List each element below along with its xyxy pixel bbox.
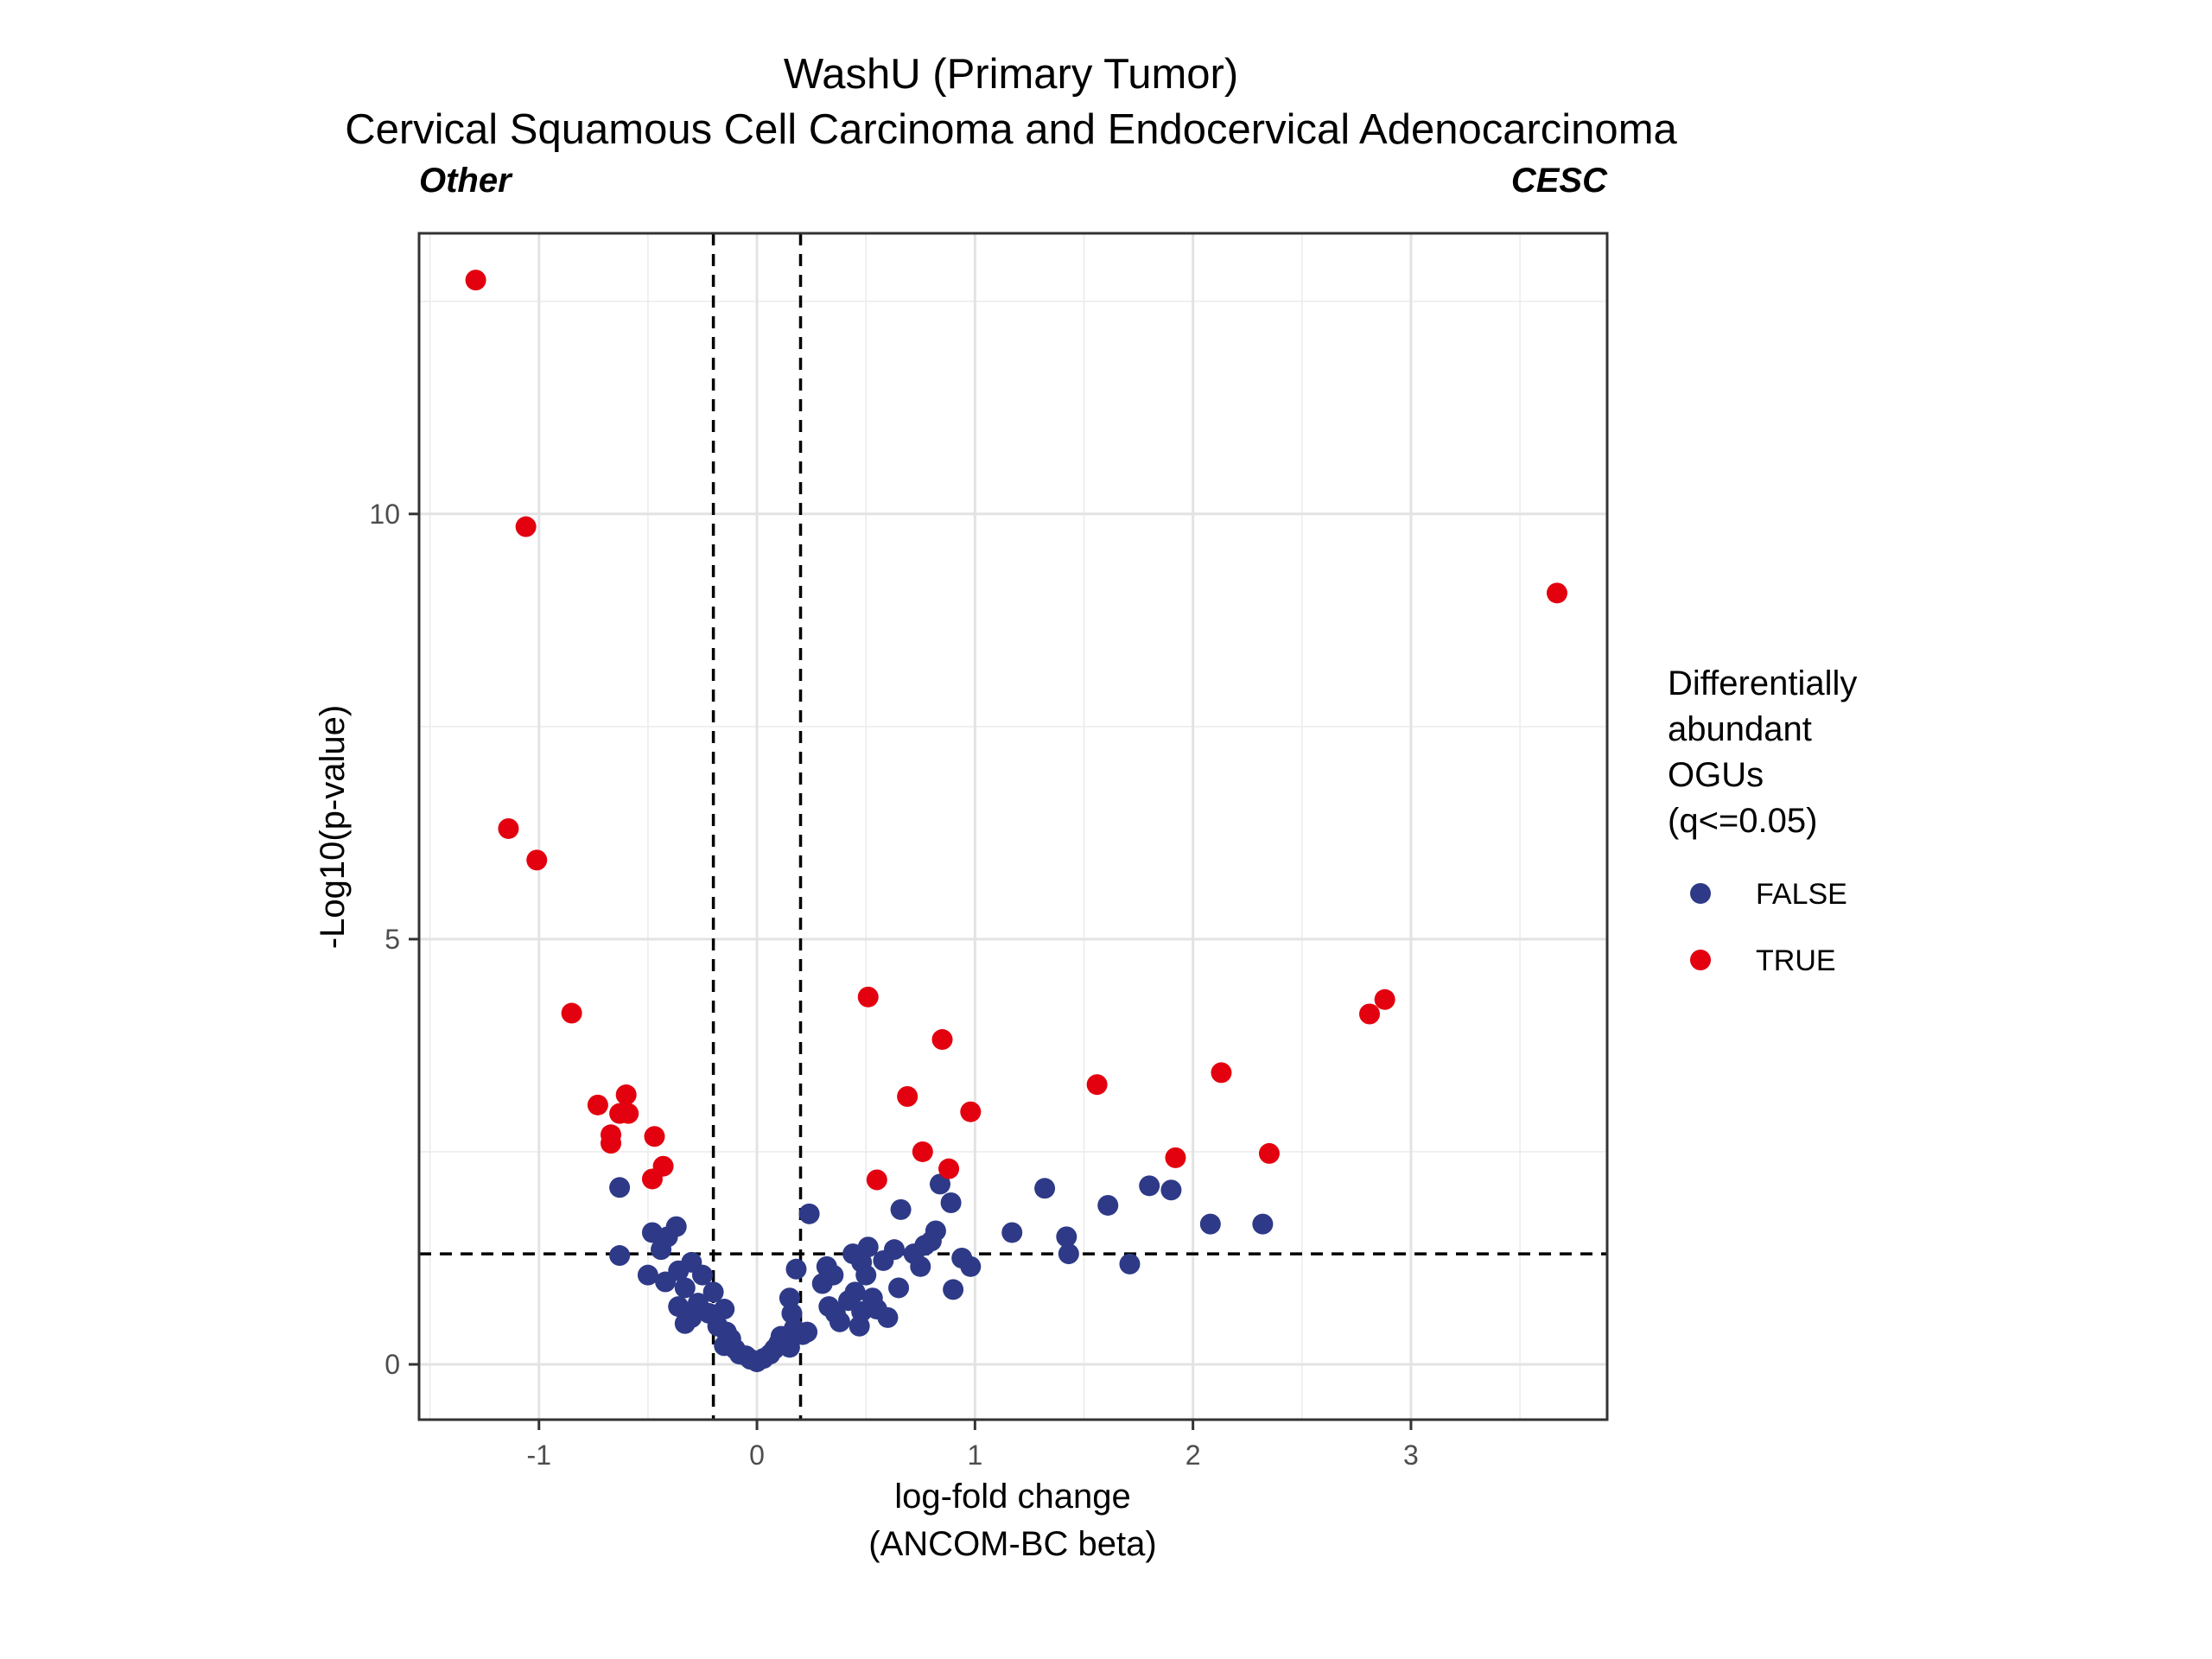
data-point-true: [498, 817, 519, 839]
data-point-true: [465, 270, 486, 291]
data-point-false: [884, 1239, 905, 1261]
data-point-false: [609, 1177, 631, 1198]
chart-subtitle: Cervical Squamous Cell Carcinoma and End…: [345, 106, 1677, 153]
data-point-true: [960, 1101, 982, 1122]
data-point-false: [1097, 1194, 1119, 1216]
data-point-false: [665, 1216, 687, 1237]
data-point-true: [587, 1094, 608, 1116]
data-point-true: [1086, 1074, 1108, 1096]
data-point-true: [938, 1158, 960, 1179]
data-point-false: [844, 1281, 866, 1303]
legend-title-line4: (q<=0.05): [1668, 802, 1817, 840]
data-point-true: [515, 516, 537, 537]
data-point-false: [674, 1313, 696, 1334]
data-point-false: [609, 1245, 631, 1267]
data-point-false: [1058, 1243, 1079, 1265]
y-axis-title: -Log10(p-value): [314, 705, 352, 949]
x-axis-title-line1: log-fold change: [894, 1478, 1131, 1516]
data-point-true: [644, 1126, 665, 1147]
data-point-false: [1034, 1178, 1056, 1199]
data-point-false: [779, 1287, 800, 1309]
data-point-false: [888, 1277, 910, 1299]
legend-title-line1: Differentially: [1668, 664, 1857, 702]
legend-label-true: TRUE: [1756, 944, 1836, 977]
data-point-false: [1160, 1179, 1182, 1201]
data-point-true: [931, 1029, 953, 1051]
legend-label-false: FALSE: [1756, 878, 1847, 911]
x-tick-label: 0: [749, 1440, 765, 1471]
data-point-false: [925, 1220, 946, 1242]
legend: Differentially abundant OGUs (q<=0.05) F…: [1668, 664, 1857, 977]
data-point-false: [1001, 1222, 1023, 1243]
data-point-true: [561, 1002, 582, 1024]
data-point-true: [897, 1085, 918, 1107]
x-tick-label: 2: [1185, 1440, 1201, 1471]
data-point-true: [866, 1169, 887, 1191]
data-point-false: [1139, 1175, 1160, 1197]
data-point-true: [1211, 1062, 1232, 1084]
data-point-false: [702, 1281, 724, 1303]
y-tick-label: 10: [369, 499, 400, 530]
left-group-label: Other: [419, 162, 513, 200]
data-point-false: [1119, 1253, 1141, 1274]
data-point-false: [890, 1198, 912, 1220]
x-axis-ticks: -1 0 1 2 3: [527, 1420, 1419, 1471]
data-point-false: [943, 1279, 964, 1300]
data-point-false: [940, 1192, 962, 1214]
data-point-true: [857, 986, 879, 1007]
y-tick-label: 0: [385, 1349, 400, 1380]
data-point-false: [691, 1264, 713, 1286]
data-point-false: [1199, 1213, 1221, 1235]
data-point-false: [637, 1264, 658, 1286]
data-point-false: [655, 1271, 677, 1293]
data-point-false: [674, 1277, 696, 1299]
data-point-false: [651, 1239, 672, 1261]
legend-title-line3: OGUs: [1668, 756, 1764, 794]
x-tick-label: 1: [967, 1440, 982, 1471]
x-tick-label: 3: [1403, 1440, 1419, 1471]
data-point-false: [1056, 1226, 1077, 1248]
data-point-true: [1258, 1142, 1280, 1164]
data-point-false: [714, 1299, 735, 1320]
data-point-true: [1165, 1147, 1186, 1168]
data-point-true: [601, 1133, 622, 1154]
data-point-false: [849, 1315, 870, 1337]
data-point-false: [781, 1302, 803, 1324]
data-point-true: [1359, 1003, 1380, 1025]
legend-title-line2: abundant: [1668, 710, 1812, 748]
right-group-label: CESC: [1511, 162, 1608, 200]
y-axis-ticks: 0 5 10: [369, 499, 419, 1380]
legend-key-true: [1690, 950, 1711, 970]
data-point-true: [526, 849, 548, 871]
y-tick-label: 5: [385, 924, 400, 955]
data-point-false: [823, 1264, 844, 1286]
data-point-true: [618, 1103, 639, 1124]
gridlines: [419, 233, 1607, 1420]
data-point-false: [910, 1255, 931, 1277]
data-point-true: [1374, 988, 1395, 1010]
data-point-true: [912, 1141, 933, 1162]
data-points: [465, 270, 1567, 1373]
data-point-false: [829, 1311, 850, 1332]
chart-title: WashU (Primary Tumor): [784, 51, 1238, 98]
data-point-false: [960, 1255, 982, 1277]
data-point-false: [877, 1306, 899, 1328]
data-point-false: [929, 1173, 950, 1195]
x-axis-title-line2: (ANCOM-BC beta): [868, 1525, 1156, 1563]
data-point-false: [779, 1337, 800, 1358]
data-point-false: [855, 1264, 877, 1286]
x-tick-label: -1: [527, 1440, 551, 1471]
data-point-true: [641, 1168, 663, 1190]
data-point-false: [1252, 1213, 1274, 1235]
plot-panel-border: [417, 232, 1609, 1421]
legend-key-false: [1690, 883, 1711, 904]
data-point-true: [1546, 582, 1567, 604]
data-point-true: [615, 1084, 637, 1106]
data-point-false: [785, 1258, 807, 1280]
data-point-false: [798, 1203, 820, 1224]
data-point-false: [797, 1321, 818, 1343]
